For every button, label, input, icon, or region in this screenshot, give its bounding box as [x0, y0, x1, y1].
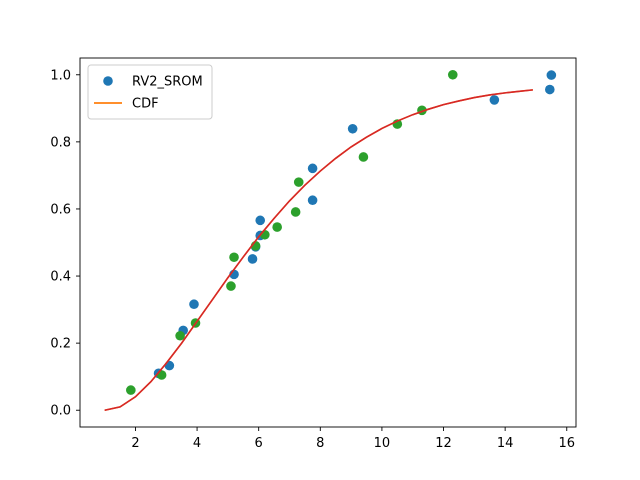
data-point — [255, 215, 266, 226]
data-point — [358, 152, 369, 162]
data-point — [489, 95, 500, 105]
x-tick-label: 8 — [316, 436, 324, 451]
legend-box — [87, 64, 213, 120]
legend-label: CDF — [132, 97, 159, 112]
axes: 2 4 6 8 10 12 14 16 0.0 0.2 0.4 0.6 0.8 1.0 — [50, 57, 577, 451]
data-point — [545, 84, 555, 95]
y-tick-label: 0.0 — [50, 404, 71, 419]
data-point — [164, 360, 175, 371]
data-point — [290, 207, 301, 217]
series-line — [104, 89, 533, 412]
y-tick-label: 0.2 — [50, 337, 71, 352]
data-point — [307, 195, 318, 206]
x-tick-label: 6 — [255, 436, 263, 451]
y-tick-label: 0.8 — [50, 135, 71, 150]
y-tick-label: 0.4 — [50, 270, 71, 285]
data-point — [347, 123, 358, 134]
y-tick-label: 0.6 — [50, 202, 71, 217]
data-point — [247, 254, 258, 264]
data-point — [189, 299, 199, 310]
legend-marker — [103, 76, 113, 86]
data-point — [175, 330, 185, 341]
x-tick-label: 2 — [131, 436, 139, 451]
data-point — [447, 69, 458, 80]
data-point — [293, 177, 304, 187]
axes-frame — [79, 57, 577, 428]
x-tick-label: 10 — [374, 436, 391, 451]
legend: RV2_SROM CDF — [87, 64, 213, 120]
x-tick-label: 12 — [435, 436, 452, 451]
x-tick-label: 16 — [558, 436, 575, 451]
data-point — [260, 229, 270, 240]
data-point — [226, 281, 236, 291]
data-point — [546, 70, 557, 80]
data-point — [272, 222, 282, 232]
data-point — [126, 385, 136, 395]
x-tick-label: 14 — [497, 436, 514, 451]
x-tick-label: 4 — [193, 436, 201, 451]
legend-label: RV2_SROM — [132, 75, 203, 90]
data-point — [307, 163, 318, 174]
data-point — [229, 252, 239, 263]
y-tick-label: 1.0 — [50, 68, 71, 83]
plot-area — [104, 69, 557, 412]
